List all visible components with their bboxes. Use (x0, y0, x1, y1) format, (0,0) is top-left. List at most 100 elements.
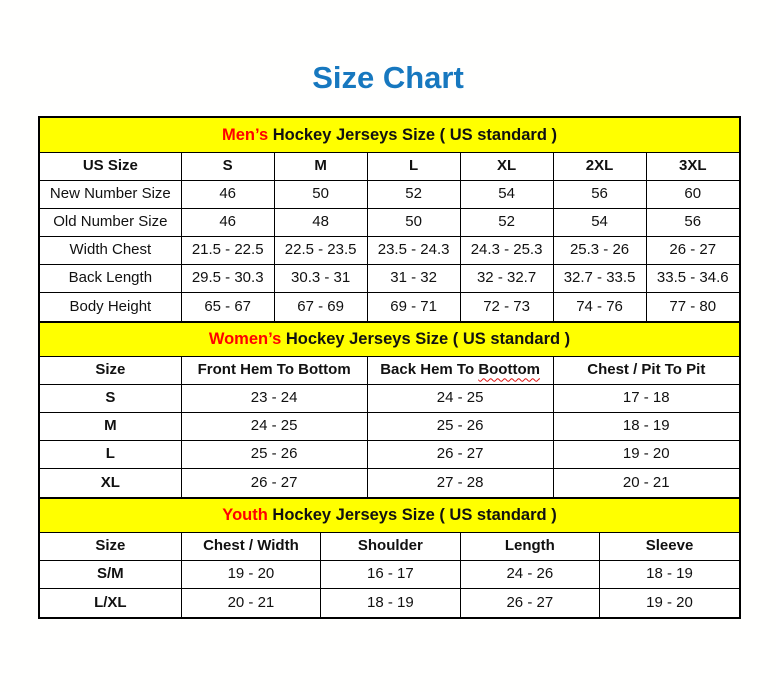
size-value-cell: 29.5 - 30.3 (180, 264, 275, 294)
size-value-cell: 31 - 32 (366, 264, 461, 294)
size-value-cell: 74 - 76 (552, 292, 647, 322)
size-value-cell: 19 - 20 (552, 440, 740, 470)
size-value-cell: 27 - 28 (366, 468, 554, 498)
row-label: Old Number Size (39, 208, 182, 238)
size-value-cell: 69 - 71 (366, 292, 461, 322)
table-row: Old Number Size 46 48 50 52 54 56 (39, 208, 740, 238)
section-heading-accent: Men’s (221, 125, 269, 144)
section-heading-rest: Hockey Jerseys Size ( US standard ) (281, 330, 571, 349)
size-value-cell: 22.5 - 23.5 (273, 236, 368, 266)
size-value-cell: 25 - 26 (366, 412, 554, 442)
row-label: Back Length (39, 264, 182, 294)
size-value-cell: 24 - 25 (366, 384, 554, 414)
size-value-cell: 32.7 - 33.5 (552, 264, 647, 294)
section-heading-row: Youth Hockey Jerseys Size ( US standard … (39, 497, 740, 534)
size-value-cell: 52 (459, 208, 554, 238)
size-table-youth: Youth Hockey Jerseys Size ( US standard … (39, 496, 740, 618)
section-heading-rest: Hockey Jerseys Size ( US standard ) (268, 125, 558, 144)
column-header: Size (39, 532, 182, 562)
row-label: M (39, 412, 182, 442)
size-value-cell: 23 - 24 (180, 384, 368, 414)
column-header: Back Hem To Boottom (366, 356, 554, 386)
size-value-cell: 25.3 - 26 (552, 236, 647, 266)
column-header: Chest / Pit To Pit (552, 356, 740, 386)
table-row: S/M 19 - 20 16 - 17 24 - 26 18 - 19 (39, 560, 740, 590)
size-value-cell: 18 - 19 (552, 412, 740, 442)
size-value-cell: 46 (180, 208, 275, 238)
section-heading-womens: Women’s Hockey Jerseys Size ( US standar… (39, 321, 740, 358)
size-value-cell: 56 (645, 208, 740, 238)
size-value-cell: 21.5 - 22.5 (180, 236, 275, 266)
size-value-cell: 65 - 67 (180, 292, 275, 322)
row-label: S/M (39, 560, 182, 590)
column-header: US Size (39, 152, 182, 182)
row-label: L (39, 440, 182, 470)
size-value-cell: 24.3 - 25.3 (459, 236, 554, 266)
column-header: 2XL (552, 152, 647, 182)
table-row: Width Chest 21.5 - 22.5 22.5 - 23.5 23.5 - … (39, 236, 740, 266)
column-header: S (180, 152, 275, 182)
table-row: Body Height 65 - 67 67 - 69 69 - 71 72 - 73 7… (39, 292, 740, 322)
row-label: Body Height (39, 292, 182, 322)
size-value-cell: 30.3 - 31 (273, 264, 368, 294)
row-label: Width Chest (39, 236, 182, 266)
size-value-cell: 54 (552, 208, 647, 238)
column-header-text: Back Hem To (380, 361, 479, 379)
section-heading-mens: Men’s Hockey Jerseys Size ( US standard … (39, 117, 740, 154)
size-value-cell: 25 - 26 (180, 440, 368, 470)
size-value-cell: 18 - 19 (320, 588, 461, 618)
size-value-cell: 26 - 27 (366, 440, 554, 470)
size-value-cell: 77 - 80 (645, 292, 740, 322)
size-value-cell: 26 - 27 (645, 236, 740, 266)
section-heading-rest: Hockey Jerseys Size ( US standard ) (267, 506, 557, 525)
table-row: M 24 - 25 25 - 26 18 - 19 (39, 412, 740, 442)
page-title: Size Chart (312, 60, 464, 95)
size-value-cell: 60 (645, 180, 740, 210)
table-row: Back Length 29.5 - 30.3 30.3 - 31 31 - 32 32… (39, 264, 740, 294)
column-header: XL (459, 152, 554, 182)
table-row: XL 26 - 27 27 - 28 20 - 21 (39, 468, 740, 498)
size-value-cell: 48 (273, 208, 368, 238)
size-value-cell: 17 - 18 (552, 384, 740, 414)
size-value-cell: 20 - 21 (180, 588, 322, 618)
column-header-row: US Size S M L XL 2XL 3XL (39, 152, 740, 182)
size-table-mens: Men’s Hockey Jerseys Size ( US standard … (39, 117, 740, 322)
section-heading-accent: Women’s (208, 330, 282, 349)
table-row: L/XL 20 - 21 18 - 19 26 - 27 19 - 20 (39, 588, 740, 618)
size-value-cell: 16 - 17 (320, 560, 461, 590)
column-header: Sleeve (599, 532, 740, 562)
size-value-cell: 20 - 21 (552, 468, 740, 498)
row-label: New Number Size (39, 180, 182, 210)
size-table-womens: Women’s Hockey Jerseys Size ( US standar… (39, 320, 740, 498)
size-value-cell: 56 (552, 180, 647, 210)
section-heading-row: Men’s Hockey Jerseys Size ( US standard … (39, 117, 740, 154)
column-header: M (273, 152, 368, 182)
column-header: 3XL (645, 152, 740, 182)
section-heading-youth: Youth Hockey Jerseys Size ( US standard … (39, 497, 740, 534)
table-row: New Number Size 46 50 52 54 56 60 (39, 180, 740, 210)
size-value-cell: 54 (459, 180, 554, 210)
size-value-cell: 24 - 25 (180, 412, 368, 442)
column-header-row: Size Chest / Width Shoulder Length Sleeve (39, 532, 740, 562)
size-value-cell: 67 - 69 (273, 292, 368, 322)
table-row: L 25 - 26 26 - 27 19 - 20 (39, 440, 740, 470)
row-label: L/XL (39, 588, 182, 618)
size-value-cell: 46 (180, 180, 275, 210)
column-header: Size (39, 356, 182, 386)
section-heading-accent: Youth (222, 506, 268, 525)
column-header: Length (459, 532, 601, 562)
size-tables-container: Men’s Hockey Jerseys Size ( US standard … (38, 115, 741, 619)
table-row: S 23 - 24 24 - 25 17 - 18 (39, 384, 740, 414)
size-value-cell: 23.5 - 24.3 (366, 236, 461, 266)
row-label: XL (39, 468, 182, 498)
size-value-cell: 52 (366, 180, 461, 210)
column-header-row: Size Front Hem To Bottom Back Hem To Boott… (39, 356, 740, 386)
size-value-cell: 24 - 26 (459, 560, 601, 590)
section-heading-row: Women’s Hockey Jerseys Size ( US standar… (39, 321, 740, 358)
size-value-cell: 50 (273, 180, 368, 210)
size-value-cell: 32 - 32.7 (459, 264, 554, 294)
size-value-cell: 18 - 19 (599, 560, 740, 590)
size-value-cell: 19 - 20 (180, 560, 322, 590)
misspelled-word-spellcheck-underline: Boottom (478, 361, 540, 379)
